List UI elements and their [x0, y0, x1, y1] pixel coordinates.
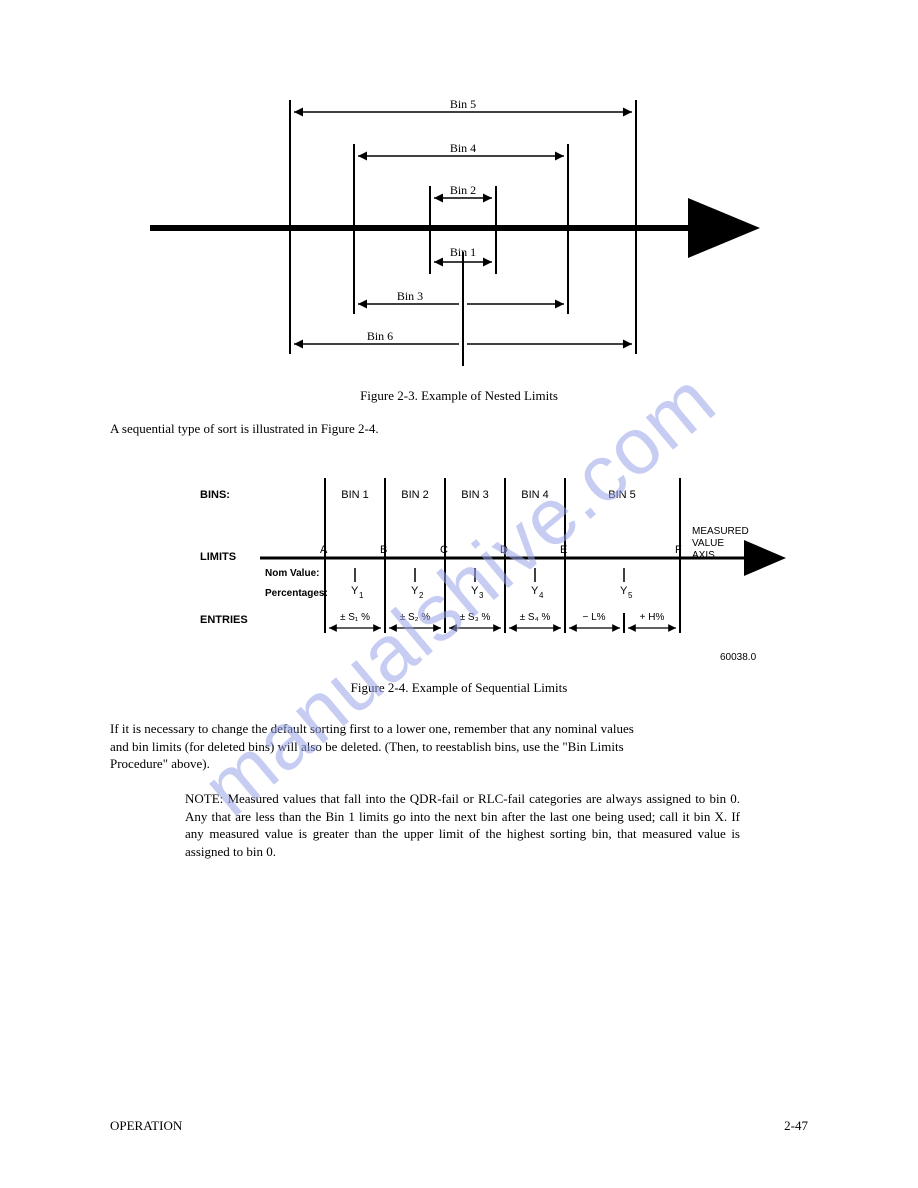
figure-2: BINS: LIMITS ENTRIES Nom Value: Percenta…: [0, 448, 918, 668]
svg-text:Bin 2: Bin 2: [450, 183, 476, 197]
svg-text:LIMITS: LIMITS: [200, 551, 236, 563]
svg-text:Y: Y: [351, 585, 359, 597]
svg-text:VALUE: VALUE: [692, 538, 724, 549]
svg-text:Bin 3: Bin 3: [397, 289, 423, 303]
svg-text:Bin 1: Bin 1: [450, 245, 476, 259]
svg-text:BIN 2: BIN 2: [401, 489, 429, 501]
svg-text:Nom Value:: Nom Value:: [265, 568, 319, 579]
svg-text:1: 1: [359, 591, 364, 600]
figure-1-following-text: A sequential type of sort is illustrated…: [110, 420, 379, 438]
svg-text:BIN 4: BIN 4: [521, 489, 549, 501]
svg-text:B: B: [380, 544, 387, 556]
svg-text:± S₂ %: ± S₂ %: [400, 612, 431, 623]
svg-text:ENTRIES: ENTRIES: [200, 614, 248, 626]
footer-left: OPERATION: [110, 1118, 182, 1134]
svg-text:BINS:: BINS:: [200, 489, 230, 501]
svg-text:AXIS: AXIS: [692, 550, 715, 561]
note-block: NOTE: Measured values that fall into the…: [185, 790, 740, 860]
svg-text:Y: Y: [531, 585, 539, 597]
svg-text:F: F: [675, 544, 682, 556]
svg-text:3: 3: [479, 591, 484, 600]
para-line-1: If it is necessary to change the default…: [110, 721, 634, 736]
svg-text:Bin 5: Bin 5: [450, 97, 476, 111]
svg-text:BIN 3: BIN 3: [461, 489, 489, 501]
figure-1-caption: Figure 2-3. Example of Nested Limits: [0, 388, 918, 404]
svg-text:5: 5: [628, 591, 633, 600]
svg-text:E: E: [560, 544, 567, 556]
svg-text:60038.0: 60038.0: [720, 652, 757, 663]
svg-text:D: D: [500, 544, 508, 556]
svg-text:+ H%: + H%: [640, 612, 665, 623]
svg-text:BIN 5: BIN 5: [608, 489, 636, 501]
svg-text:Bin 6: Bin 6: [367, 329, 393, 343]
svg-text:− L%: − L%: [582, 612, 605, 623]
para-line-3: Procedure" above).: [110, 756, 210, 771]
svg-text:± S₄ %: ± S₄ %: [520, 612, 551, 623]
svg-text:Bin 4: Bin 4: [450, 141, 476, 155]
note-lead: NOTE:: [185, 791, 227, 806]
para-line-2: and bin limits (for deleted bins) will a…: [110, 739, 624, 754]
svg-text:MEASURED: MEASURED: [692, 526, 749, 537]
svg-text:A: A: [320, 544, 328, 556]
note-text: Measured values that fall into the QDR-f…: [185, 791, 740, 859]
svg-text:BIN 1: BIN 1: [341, 489, 369, 501]
svg-text:± S₁ %: ± S₁ %: [340, 612, 370, 623]
svg-text:Y: Y: [411, 585, 419, 597]
figure-2-caption: Figure 2-4. Example of Sequential Limits: [0, 680, 918, 696]
body-paragraph: If it is necessary to change the default…: [110, 720, 810, 773]
svg-text:Y: Y: [471, 585, 479, 597]
svg-text:Y: Y: [620, 585, 628, 597]
svg-text:Percentages:: Percentages:: [265, 588, 328, 599]
svg-text:C: C: [440, 544, 448, 556]
svg-text:4: 4: [539, 591, 544, 600]
figure-1: Bin 5 Bin 4 Bin 2 Bin 1 Bin 3 Bin 6: [0, 56, 918, 376]
footer-right: 2-47: [784, 1118, 808, 1134]
svg-text:2: 2: [419, 591, 424, 600]
svg-text:± S₃ %: ± S₃ %: [460, 612, 491, 623]
